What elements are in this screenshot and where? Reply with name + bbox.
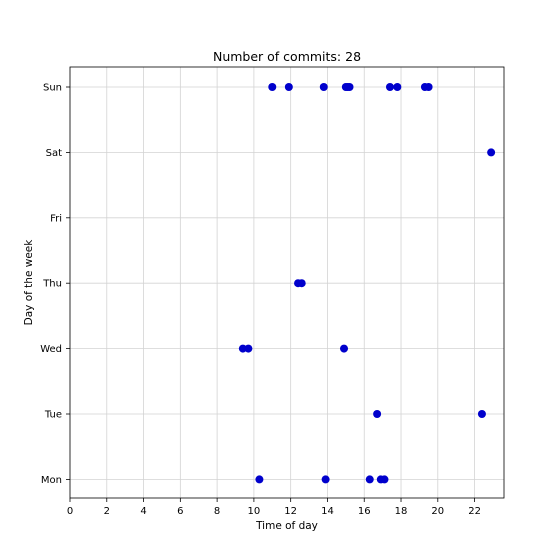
data-point [321, 475, 330, 484]
data-point [244, 344, 253, 353]
x-tick-label: 0 [67, 506, 73, 517]
y-tick-label: Thu [42, 279, 62, 290]
plot-frame [69, 66, 505, 499]
data-point [477, 410, 486, 418]
data-point [487, 148, 496, 157]
data-point [380, 475, 389, 484]
x-tick-label: 16 [358, 506, 371, 517]
data-point [319, 83, 328, 91]
data-point [345, 83, 354, 91]
data-point [373, 410, 382, 418]
data-point [297, 279, 306, 288]
x-tick-label: 18 [395, 506, 408, 517]
x-tick-label: 4 [140, 506, 146, 517]
data-point [393, 83, 402, 91]
data-point [284, 83, 293, 91]
x-tick-label: 10 [248, 506, 261, 517]
x-tick-label: 22 [468, 506, 481, 517]
grid [69, 67, 504, 498]
data-point [424, 83, 433, 91]
y-tick-label: Fri [50, 213, 62, 224]
x-tick-label: 6 [177, 506, 183, 517]
data-point [340, 344, 349, 353]
chart-title: Number of commits: 28 [213, 49, 361, 64]
x-tick-label: 14 [321, 506, 334, 517]
x-tick-label: 12 [284, 506, 297, 517]
data-point [255, 475, 264, 484]
y-tick-label: Wed [40, 344, 62, 355]
y-tick-label: Mon [41, 475, 62, 486]
x-tick-label: 8 [214, 506, 220, 517]
data-point [238, 344, 247, 353]
y-axis-label: Day of the week [23, 239, 35, 326]
x-axis-label: Time of day [255, 520, 318, 532]
x-tick-label: 20 [431, 506, 444, 517]
data-points [238, 83, 496, 484]
ticks: 0 2 4 6 8 10 12 14 16 18 20 22 Mon Tue Wed Thu Fri Sat Sun [40, 83, 481, 518]
x-tick-label: 2 [104, 506, 110, 517]
y-tick-label: Sat [46, 148, 62, 159]
data-point [365, 475, 374, 484]
y-tick-label: Tue [44, 410, 62, 421]
y-tick-label: Sun [43, 83, 62, 94]
data-point [385, 83, 394, 91]
data-point [268, 83, 277, 91]
